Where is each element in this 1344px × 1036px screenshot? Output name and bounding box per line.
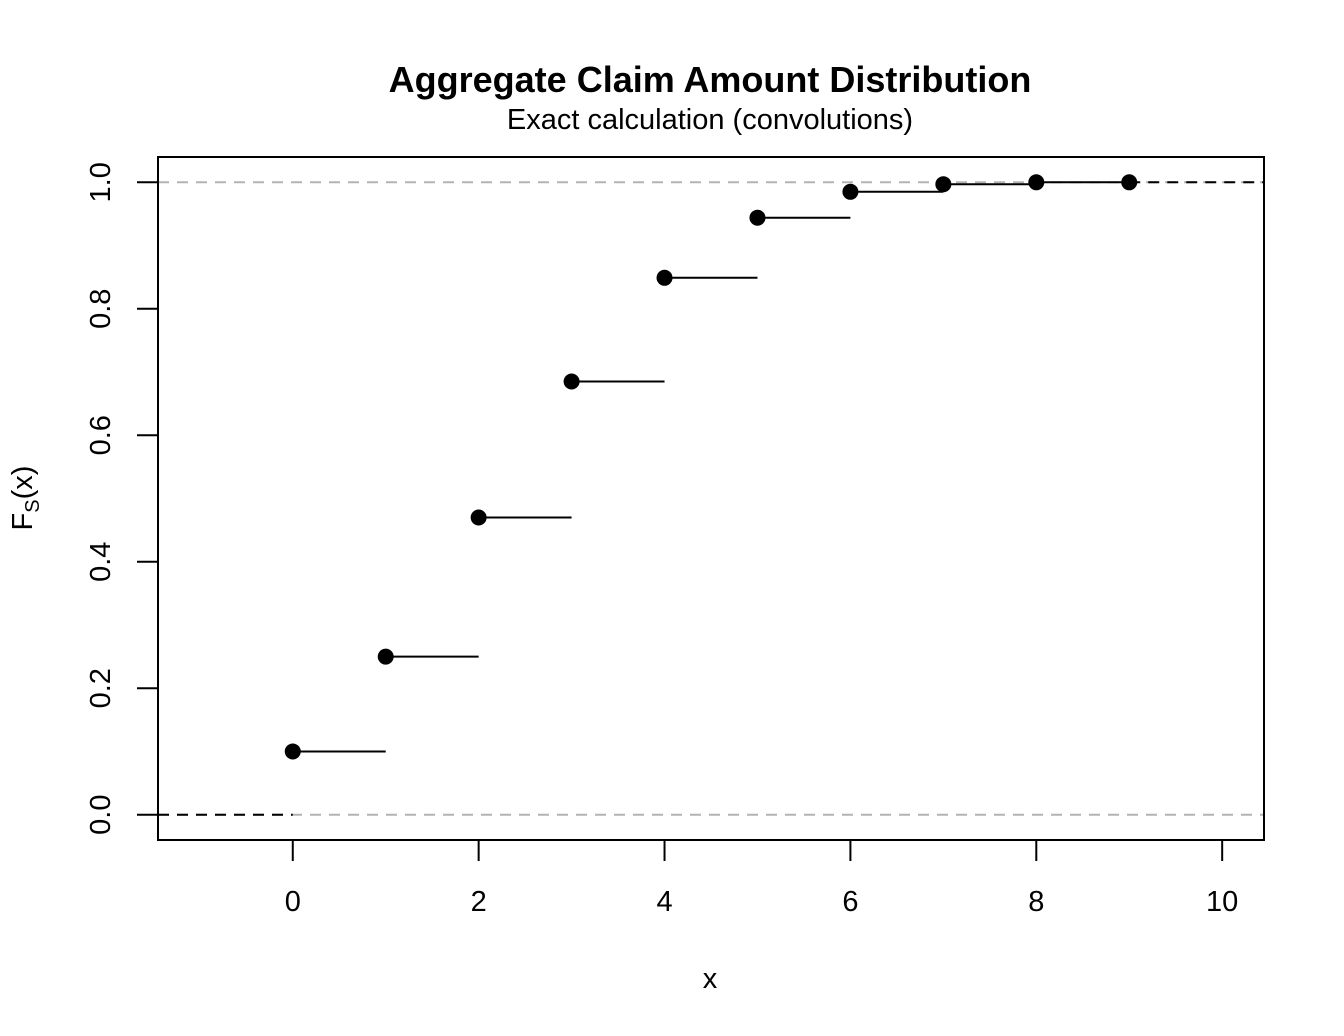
y-tick-label: 0.0: [85, 795, 117, 835]
svg-text:FS(x): FS(x): [7, 466, 44, 531]
data-point: [284, 743, 301, 760]
x-tick-label: 10: [1206, 886, 1238, 918]
y-label-subscript: S: [22, 499, 44, 512]
x-tick-label: 8: [1028, 886, 1044, 918]
tail-segments: [158, 181, 1264, 816]
x-tick-label: 6: [842, 886, 858, 918]
y-label-tail: (x): [7, 466, 39, 500]
y-tick-label: 0.2: [85, 668, 117, 708]
data-point: [935, 176, 952, 193]
data-point: [563, 373, 580, 390]
chart-subtitle: Exact calculation (convolutions): [507, 104, 913, 136]
step-points: [284, 174, 1138, 760]
y-axis-label: FS(x): [7, 466, 44, 531]
plot-frame: [157, 156, 1265, 841]
data-point: [1121, 174, 1138, 191]
step-segments: [292, 181, 1130, 753]
x-tick-label: 4: [656, 886, 672, 918]
x-tick-label: 0: [285, 886, 301, 918]
data-point: [1028, 174, 1045, 191]
y-tick-label: 0.8: [85, 289, 117, 329]
y-axis: 0.0 0.2 0.4 0.6 0.8 1.0: [85, 162, 159, 835]
y-tick-label: 0.4: [85, 542, 117, 582]
y-label-main: F: [7, 513, 39, 531]
y-tick-label: 1.0: [85, 162, 117, 202]
data-point: [842, 183, 859, 200]
chart-title: Aggregate Claim Amount Distribution: [389, 59, 1032, 100]
data-point: [656, 269, 673, 286]
y-tick-label: 0.6: [85, 415, 117, 455]
x-axis: 0 2 4 6 8 10: [285, 839, 1238, 918]
x-tick-label: 2: [471, 886, 487, 918]
x-axis-label: x: [703, 963, 718, 995]
data-point: [749, 209, 766, 226]
data-point: [377, 648, 394, 665]
data-point: [470, 509, 487, 526]
